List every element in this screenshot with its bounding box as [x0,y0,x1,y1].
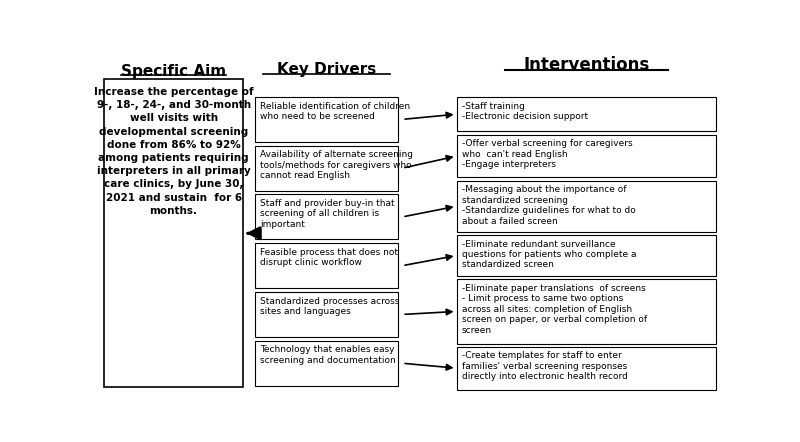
FancyBboxPatch shape [457,347,716,389]
FancyBboxPatch shape [255,341,398,386]
Text: Specific Aim: Specific Aim [121,64,226,79]
FancyBboxPatch shape [457,235,716,276]
Text: Key Drivers: Key Drivers [277,62,376,77]
FancyBboxPatch shape [104,79,243,387]
FancyBboxPatch shape [457,279,716,343]
FancyBboxPatch shape [255,292,398,337]
FancyBboxPatch shape [457,135,716,178]
FancyBboxPatch shape [255,97,398,142]
Text: Standardized processes across
sites and languages: Standardized processes across sites and … [260,297,399,316]
FancyBboxPatch shape [255,146,398,191]
FancyBboxPatch shape [457,181,716,232]
Text: -Staff training
-Electronic decision support: -Staff training -Electronic decision sup… [462,102,588,121]
Text: -Offer verbal screening for caregivers
who  can't read English
-Engage interpret: -Offer verbal screening for caregivers w… [462,139,633,169]
Text: Reliable identification of children
who need to be screened: Reliable identification of children who … [260,102,410,121]
Text: Interventions: Interventions [523,56,650,74]
Text: Increase the percentage of
9-, 18-, 24-, and 30-month
well visits with
developme: Increase the percentage of 9-, 18-, 24-,… [94,87,254,216]
Text: -Messaging about the importance of
standardized screening
-Standardize guideline: -Messaging about the importance of stand… [462,185,636,225]
FancyBboxPatch shape [457,97,716,131]
Text: Feasible process that does not
disrupt clinic workflow: Feasible process that does not disrupt c… [260,248,398,267]
FancyBboxPatch shape [255,243,398,288]
Text: Availability of alternate screening
tools/methods for caregivers who
cannot read: Availability of alternate screening tool… [260,150,413,180]
Text: -Eliminate paper translations  of screens
- Limit process to same two options
ac: -Eliminate paper translations of screens… [462,284,647,335]
Text: Staff and provider buy-in that
screening of all children is
important: Staff and provider buy-in that screening… [260,199,394,229]
Text: Technology that enables easy
screening and documentation: Technology that enables easy screening a… [260,345,395,365]
Text: -Eliminate redundant surveillance
questions for patients who complete a
standard: -Eliminate redundant surveillance questi… [462,240,637,270]
FancyBboxPatch shape [255,194,398,240]
Text: -Create templates for staff to enter
families' verbal screening responses
direct: -Create templates for staff to enter fam… [462,351,628,381]
